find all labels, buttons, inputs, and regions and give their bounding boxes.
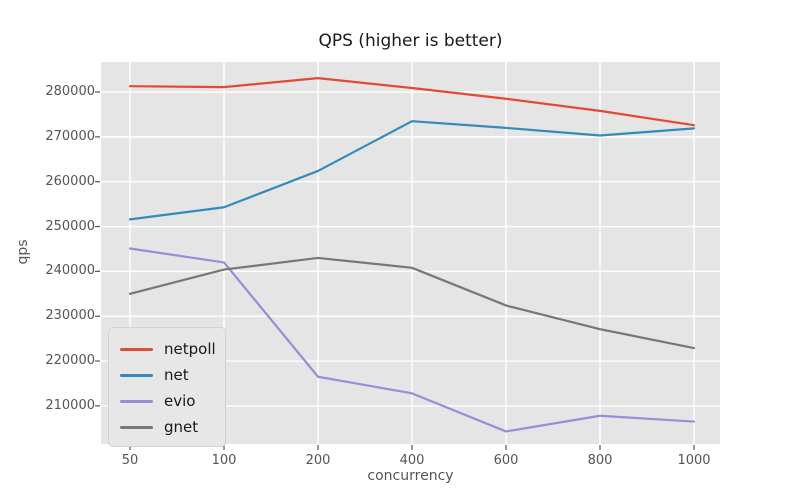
- legend-item-gnet: gnet: [109, 414, 225, 440]
- series-line-evio: [128, 247, 696, 433]
- series-line-gnet: [128, 256, 696, 350]
- legend-item-evio: evio: [109, 388, 225, 414]
- x-tick-label: 600: [493, 453, 519, 468]
- series-line-netpoll: [128, 77, 696, 127]
- legend-swatch-gnet: [120, 425, 153, 429]
- legend-item-netpoll: netpoll: [109, 336, 225, 362]
- chart-title: QPS (higher is better): [318, 31, 503, 51]
- y-tick-label: 210000: [45, 397, 95, 413]
- y-tick-label: 270000: [45, 128, 95, 144]
- legend-swatch-net: [120, 373, 153, 377]
- y-tick-label: 220000: [45, 353, 95, 369]
- x-tick-label: 100: [211, 453, 237, 468]
- legend-swatch-netpoll: [120, 347, 153, 351]
- series-line-net: [128, 120, 696, 221]
- x-axis-label: concurrency: [367, 468, 454, 484]
- y-tick-label: 280000: [45, 84, 95, 100]
- legend-label: net: [164, 366, 189, 384]
- x-tick-label: 800: [587, 453, 613, 468]
- legend-label: gnet: [164, 418, 199, 436]
- y-tick-label: 260000: [45, 173, 95, 189]
- y-tick-label: 230000: [45, 308, 95, 324]
- x-tick-label: 50: [121, 453, 139, 468]
- x-tick-label: 1000: [677, 453, 711, 468]
- legend-item-net: net: [109, 362, 225, 388]
- legend-label: evio: [164, 392, 196, 410]
- x-tick-label: 200: [305, 453, 331, 468]
- legend-swatch-evio: [120, 399, 153, 403]
- legend-label: netpoll: [164, 340, 216, 358]
- y-tick-label: 250000: [45, 218, 95, 234]
- x-tick-label: 400: [399, 453, 425, 468]
- y-tick-label: 240000: [45, 263, 95, 279]
- legend: netpoll net evio gnet: [108, 327, 226, 447]
